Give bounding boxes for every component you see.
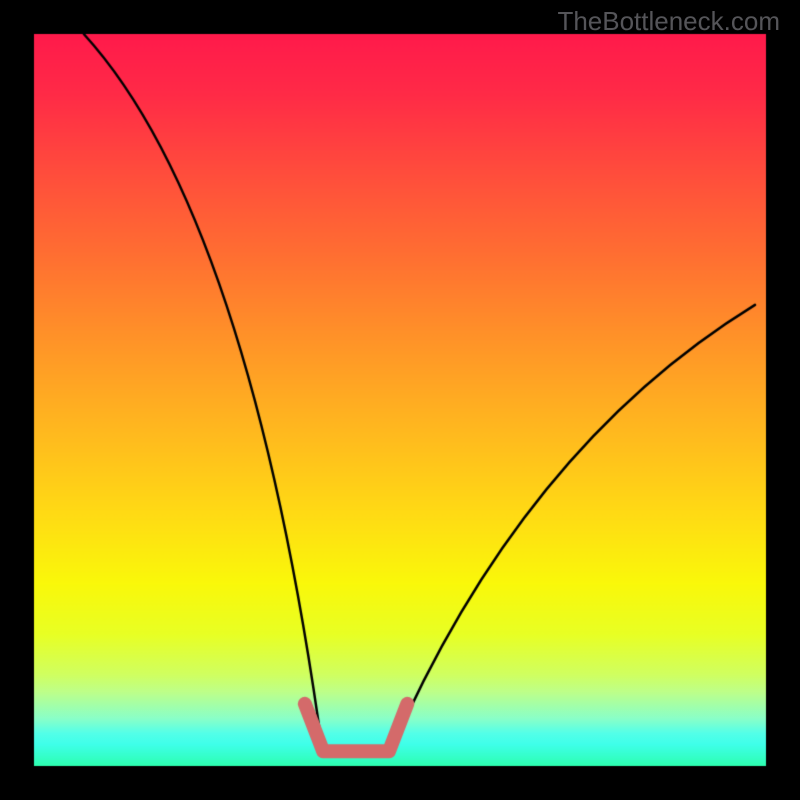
bottleneck-curve-chart [0, 0, 800, 800]
watermark-text: TheBottleneck.com [557, 6, 780, 37]
